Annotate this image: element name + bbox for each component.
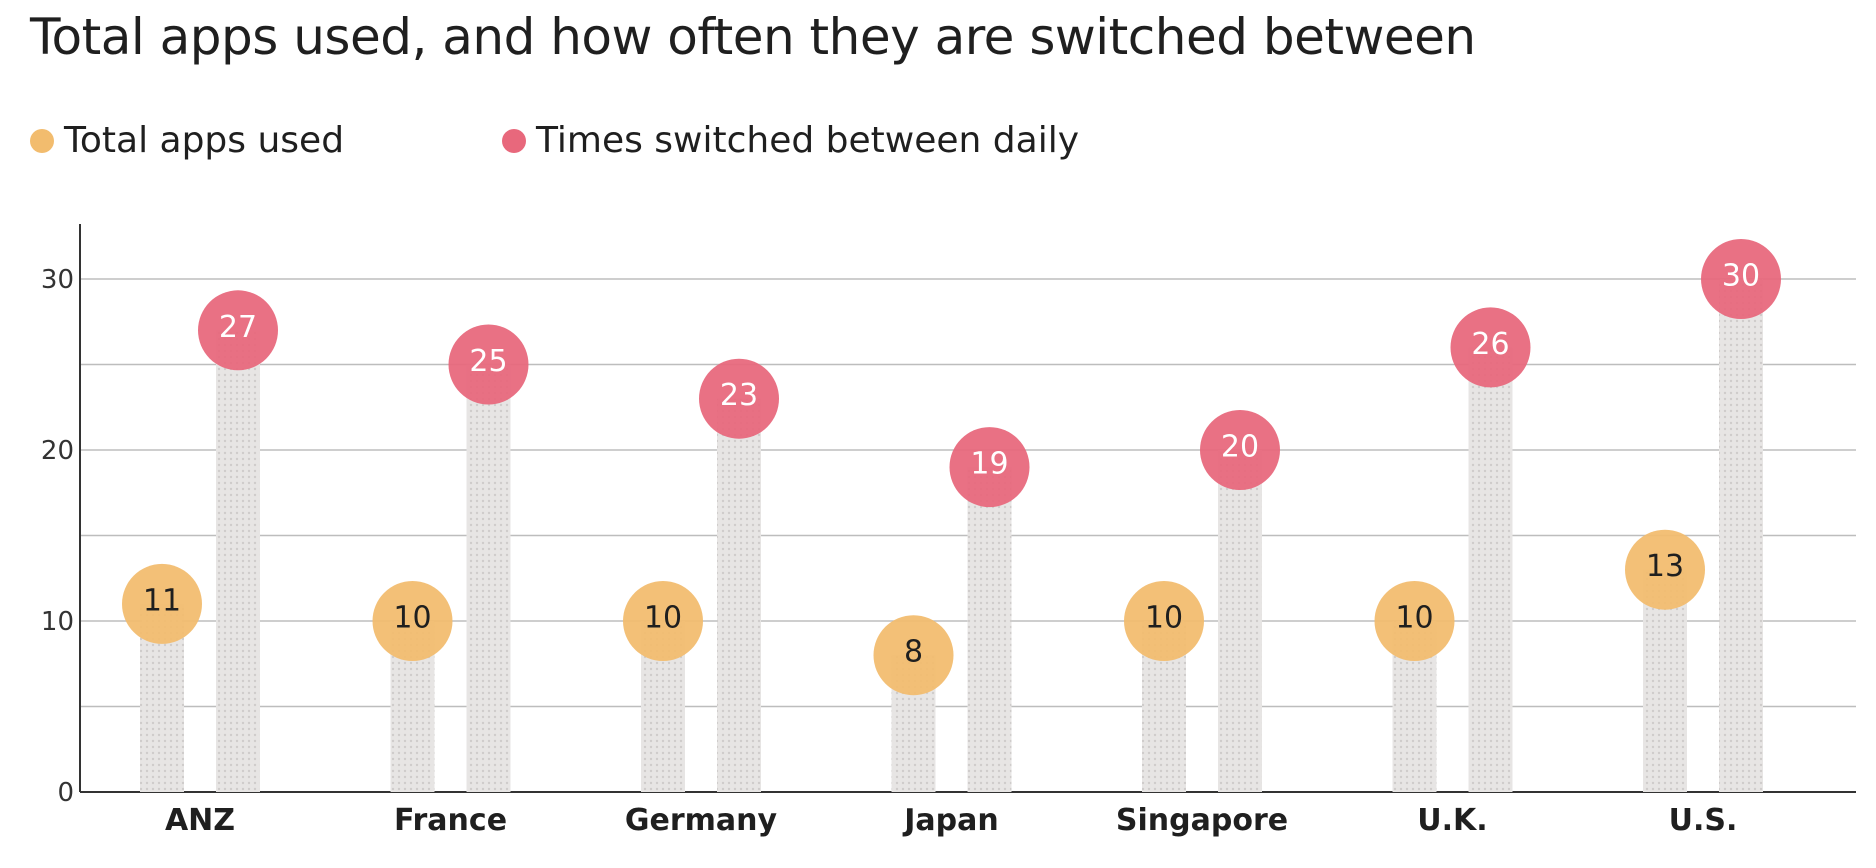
legend-dot-total-apps	[30, 128, 54, 153]
value-bubble	[623, 581, 703, 661]
value-bubble	[1450, 307, 1531, 388]
data-label: 10	[393, 601, 431, 636]
data-label: 23	[720, 378, 758, 413]
legend-dot-times-switched	[502, 128, 526, 153]
bar	[466, 364, 511, 792]
x-tick-label: France	[394, 803, 507, 838]
data-label: 25	[469, 344, 507, 379]
y-tick-label: 10	[41, 607, 74, 637]
y-tick-label: 20	[41, 436, 74, 466]
category-labels: ANZ France Germany Japan Singapore U.K. U.S.	[165, 803, 1737, 838]
value-bubbles: 11 27 10 25 10 23 8 19 10 20 10 26 13 30	[122, 239, 1781, 696]
value-bubble	[1701, 239, 1781, 319]
x-tick-label: Japan	[902, 803, 998, 838]
data-label: 8	[904, 635, 923, 670]
x-tick-label: U.K.	[1417, 803, 1487, 838]
legend-item-total-apps: Total apps used	[30, 120, 344, 161]
data-label: 11	[143, 583, 181, 618]
value-bubble	[372, 581, 453, 661]
value-bubble	[1625, 529, 1705, 610]
data-label: 10	[1145, 601, 1183, 636]
value-bubble	[699, 358, 779, 439]
value-bubble	[1124, 581, 1204, 661]
data-label: 26	[1471, 327, 1509, 362]
data-label: 10	[1395, 601, 1433, 636]
bar	[1719, 279, 1763, 792]
bar	[717, 398, 761, 792]
y-tick-labels: 0 10 20 30	[41, 265, 74, 808]
x-tick-label: Germany	[625, 803, 778, 838]
data-label: 20	[1221, 430, 1259, 465]
legend-item-times-switched: Times switched between daily	[502, 120, 1079, 161]
x-tick-label: Singapore	[1116, 803, 1288, 838]
value-bubble	[1374, 581, 1455, 661]
legend: Total apps used Times switched between d…	[30, 120, 1230, 170]
bar	[1218, 450, 1262, 792]
bar	[967, 467, 1012, 792]
chart-title: Total apps used, and how often they are …	[30, 8, 1476, 66]
value-bubble	[949, 427, 1030, 508]
data-label: 30	[1722, 259, 1760, 294]
value-bubble	[873, 615, 954, 696]
x-tick-label: ANZ	[165, 803, 235, 838]
data-label: 27	[219, 310, 257, 345]
legend-label-times-switched: Times switched between daily	[536, 120, 1080, 161]
data-label: 19	[970, 447, 1008, 482]
data-label: 10	[644, 601, 682, 636]
x-tick-label: U.S.	[1669, 803, 1738, 838]
y-tick-label: 0	[57, 778, 74, 808]
value-bubble	[198, 290, 278, 371]
value-bubble	[122, 563, 202, 644]
legend-label-total-apps: Total apps used	[64, 120, 345, 161]
bar	[216, 330, 260, 792]
y-tick-label: 30	[41, 265, 74, 295]
data-label: 13	[1646, 549, 1684, 584]
value-bubble	[1200, 410, 1280, 490]
bar	[1468, 347, 1513, 792]
value-bubble	[448, 324, 529, 405]
